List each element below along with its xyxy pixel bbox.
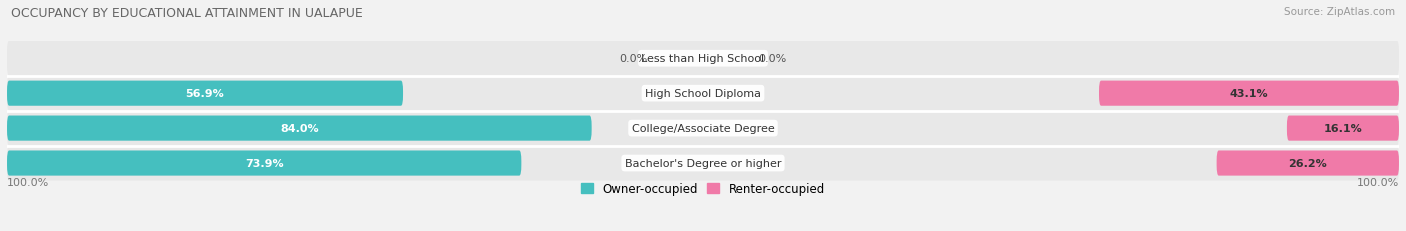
Text: 26.2%: 26.2%: [1288, 158, 1327, 168]
Text: Bachelor's Degree or higher: Bachelor's Degree or higher: [624, 158, 782, 168]
FancyBboxPatch shape: [1216, 151, 1399, 176]
Text: OCCUPANCY BY EDUCATIONAL ATTAINMENT IN UALAPUE: OCCUPANCY BY EDUCATIONAL ATTAINMENT IN U…: [11, 7, 363, 20]
FancyBboxPatch shape: [7, 42, 1399, 76]
Text: Source: ZipAtlas.com: Source: ZipAtlas.com: [1284, 7, 1395, 17]
Text: High School Diploma: High School Diploma: [645, 89, 761, 99]
FancyBboxPatch shape: [1286, 116, 1399, 141]
Text: 16.1%: 16.1%: [1323, 124, 1362, 134]
FancyBboxPatch shape: [7, 76, 1399, 111]
FancyBboxPatch shape: [7, 151, 522, 176]
FancyBboxPatch shape: [7, 111, 1399, 146]
Text: 100.0%: 100.0%: [7, 177, 49, 187]
Text: 43.1%: 43.1%: [1230, 89, 1268, 99]
Text: 73.9%: 73.9%: [245, 158, 284, 168]
Legend: Owner-occupied, Renter-occupied: Owner-occupied, Renter-occupied: [581, 182, 825, 195]
Text: 0.0%: 0.0%: [758, 54, 786, 64]
FancyBboxPatch shape: [7, 146, 1399, 181]
Text: 84.0%: 84.0%: [280, 124, 319, 134]
Text: College/Associate Degree: College/Associate Degree: [631, 124, 775, 134]
Text: 0.0%: 0.0%: [620, 54, 648, 64]
Text: 100.0%: 100.0%: [1357, 177, 1399, 187]
FancyBboxPatch shape: [1099, 81, 1399, 106]
FancyBboxPatch shape: [7, 116, 592, 141]
FancyBboxPatch shape: [7, 81, 404, 106]
Text: Less than High School: Less than High School: [641, 54, 765, 64]
Text: 56.9%: 56.9%: [186, 89, 225, 99]
